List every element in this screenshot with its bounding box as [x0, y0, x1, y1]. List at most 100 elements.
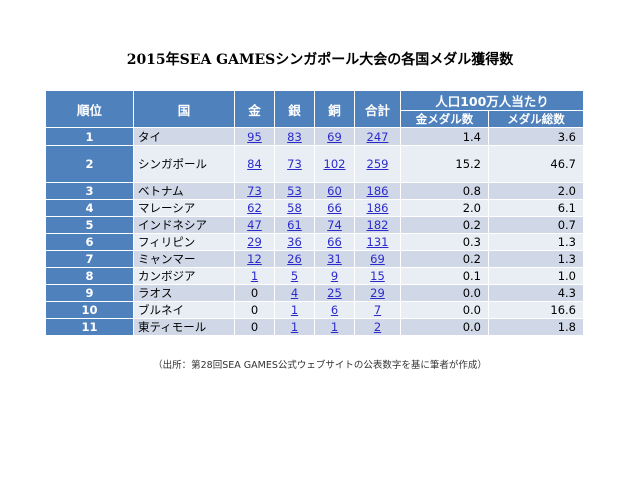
silver-cell: 4	[274, 284, 315, 302]
silver-cell: 53	[274, 182, 315, 200]
rank-cell: 3	[45, 182, 134, 200]
table-row: 3 ベトナム 73 53 60 186 0.8 2.0	[45, 182, 584, 200]
table-row: 2 シンガポール 84 73 102 259 15.2 46.7	[45, 145, 584, 183]
bronze-count-link[interactable]: 60	[327, 184, 342, 198]
table-row: 1 タイ 95 83 69 247 1.4 3.6	[45, 127, 584, 146]
total-count-link[interactable]: 15	[370, 269, 385, 283]
gold-cell: 84	[234, 145, 275, 183]
silver-count-link[interactable]: 61	[287, 218, 302, 232]
country-cell: ベトナム	[133, 182, 235, 200]
silver-count-link[interactable]: 1	[290, 303, 299, 317]
table-row: 11 東ティモール 0 1 1 2 0.0 1.8	[45, 318, 584, 336]
table-row: 7 ミャンマー 12 26 31 69 0.2 1.3	[45, 250, 584, 268]
table-row: 4 マレーシア 62 58 66 186 2.0 6.1	[45, 199, 584, 217]
bronze-cell: 74	[314, 216, 355, 234]
total-cell: 186	[354, 182, 401, 200]
bronze-cell: 1	[314, 318, 355, 336]
rank-cell: 9	[45, 284, 134, 302]
gold-count-link[interactable]: 73	[247, 184, 262, 198]
rank-cell: 10	[45, 301, 134, 319]
total-cell: 131	[354, 233, 401, 251]
bronze-count-link[interactable]: 6	[330, 303, 339, 317]
total-count-link[interactable]: 186	[366, 201, 389, 215]
table-row: 5 インドネシア 47 61 74 182 0.2 0.7	[45, 216, 584, 234]
country-cell: インドネシア	[133, 216, 235, 234]
total-count-link[interactable]: 69	[370, 252, 385, 266]
bronze-count-link[interactable]: 69	[327, 129, 342, 144]
bronze-count-link[interactable]: 31	[327, 252, 342, 266]
pc-gold-cell: 2.0	[400, 199, 489, 217]
gold-cell: 73	[234, 182, 275, 200]
total-cell: 247	[354, 127, 401, 146]
silver-cell: 36	[274, 233, 315, 251]
gold-count-link[interactable]: 84	[247, 157, 262, 171]
gold-cell: 47	[234, 216, 275, 234]
header-gold: 金	[234, 90, 275, 128]
silver-cell: 26	[274, 250, 315, 268]
pc-gold-cell: 15.2	[400, 145, 489, 183]
pc-gold-cell: 0.0	[400, 301, 489, 319]
silver-count-link[interactable]: 4	[290, 286, 299, 300]
total-cell: 7	[354, 301, 401, 319]
silver-count-link[interactable]: 36	[287, 235, 302, 249]
pc-gold-cell: 0.3	[400, 233, 489, 251]
silver-count-link[interactable]: 26	[287, 252, 302, 266]
silver-count-link[interactable]: 53	[287, 184, 302, 198]
rank-cell: 5	[45, 216, 134, 234]
gold-count-link[interactable]: 1	[250, 269, 259, 283]
pc-gold-cell: 0.2	[400, 250, 489, 268]
pc-total-cell: 16.6	[488, 301, 584, 319]
gold-count-link[interactable]: 62	[247, 201, 262, 215]
bronze-count-link[interactable]: 66	[327, 235, 342, 249]
pc-gold-cell: 1.4	[400, 127, 489, 146]
silver-cell: 61	[274, 216, 315, 234]
total-count-link[interactable]: 186	[366, 184, 389, 198]
gold-count-link[interactable]: 12	[247, 252, 262, 266]
header-rank: 順位	[45, 90, 134, 128]
total-count-link[interactable]: 182	[366, 218, 389, 232]
pc-total-cell: 1.3	[488, 250, 584, 268]
total-count-link[interactable]: 2	[373, 320, 382, 334]
gold-count-link: 0	[250, 303, 259, 317]
silver-count-link[interactable]: 83	[287, 129, 302, 144]
bronze-count-link[interactable]: 66	[327, 201, 342, 215]
gold-count-link[interactable]: 95	[247, 129, 262, 144]
gold-cell: 29	[234, 233, 275, 251]
total-cell: 259	[354, 145, 401, 183]
gold-count-link[interactable]: 47	[247, 218, 262, 232]
bronze-count-link[interactable]: 1	[330, 320, 339, 334]
country-cell: タイ	[133, 127, 235, 146]
table-row: 6 フィリピン 29 36 66 131 0.3 1.3	[45, 233, 584, 251]
gold-cell: 0	[234, 284, 275, 302]
bronze-count-link[interactable]: 74	[327, 218, 342, 232]
rank-cell: 6	[45, 233, 134, 251]
bronze-count-link[interactable]: 9	[330, 269, 339, 283]
total-count-link[interactable]: 259	[366, 157, 389, 171]
table-row: 10 ブルネイ 0 1 6 7 0.0 16.6	[45, 301, 584, 319]
header-per-capita: 人口100万人当たり	[400, 90, 584, 111]
country-cell: ブルネイ	[133, 301, 235, 319]
country-cell: マレーシア	[133, 199, 235, 217]
total-count-link[interactable]: 29	[370, 286, 385, 300]
rank-cell: 1	[45, 127, 134, 146]
medal-table: 順位 国 金 銀 銅 合計 人口100万人当たり 金メダル数 メダル総数 1 タイ…	[45, 90, 584, 336]
country-cell: 東ティモール	[133, 318, 235, 336]
gold-count-link[interactable]: 29	[247, 235, 262, 249]
pc-total-cell: 46.7	[488, 145, 584, 183]
gold-cell: 0	[234, 301, 275, 319]
total-count-link[interactable]: 131	[366, 235, 389, 249]
total-cell: 186	[354, 199, 401, 217]
bronze-count-link[interactable]: 25	[327, 286, 342, 300]
silver-count-link[interactable]: 1	[290, 320, 299, 334]
total-count-link[interactable]: 7	[373, 303, 382, 317]
silver-cell: 83	[274, 127, 315, 146]
silver-count-link[interactable]: 58	[287, 201, 302, 215]
total-count-link[interactable]: 247	[366, 129, 389, 144]
gold-cell: 1	[234, 267, 275, 285]
silver-count-link[interactable]: 5	[290, 269, 299, 283]
silver-cell: 1	[274, 301, 315, 319]
silver-count-link[interactable]: 73	[287, 157, 302, 171]
medal-table-body: 1 タイ 95 83 69 247 1.4 3.6 2 シンガポール 84 73 102 259 15.2 4…	[45, 127, 584, 336]
bronze-count-link[interactable]: 102	[323, 157, 346, 171]
gold-count-link: 0	[250, 320, 259, 334]
